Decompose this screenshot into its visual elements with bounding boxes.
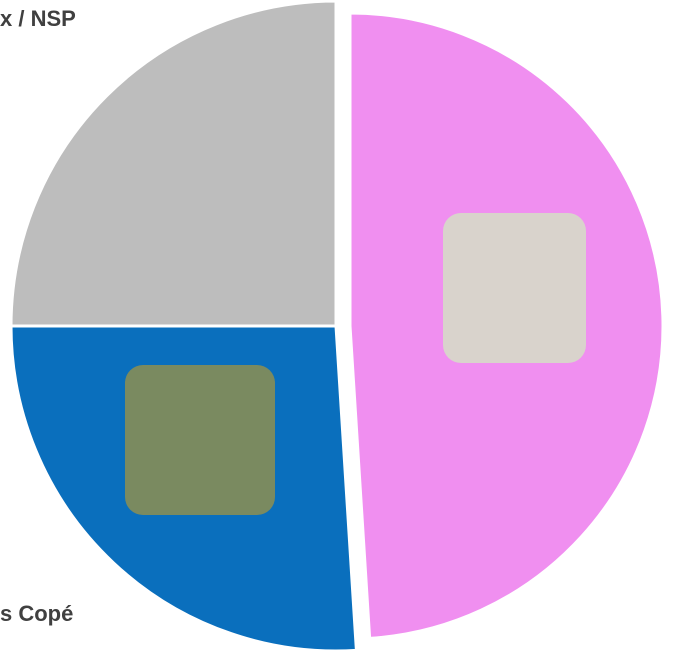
slice (11, 1, 336, 326)
chart: s Copé x / NSP (0, 0, 673, 663)
photo (125, 365, 275, 515)
slice-label: s Copé (0, 601, 73, 626)
page: {"chart_data": {"type": "pie", "categori… (0, 0, 673, 663)
slice-label: x / NSP (0, 6, 76, 31)
photo (443, 213, 586, 363)
